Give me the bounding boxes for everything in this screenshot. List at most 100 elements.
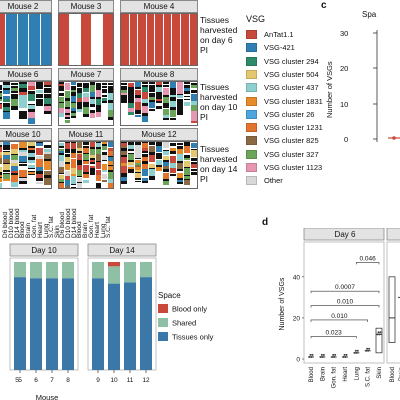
sample-column <box>142 82 148 125</box>
vsg-segment <box>156 98 162 102</box>
vsg-segment <box>3 150 11 153</box>
sample-column <box>65 142 71 188</box>
vsg-segment <box>59 101 65 104</box>
vsg-segment <box>0 177 3 179</box>
x-tick-label: 5 <box>18 377 22 384</box>
bar-segment <box>30 262 42 279</box>
vsg-segment <box>177 179 183 183</box>
sample-column <box>156 82 162 125</box>
vsg-segment <box>77 105 83 108</box>
vsg-segment <box>19 165 27 168</box>
vsg-segment <box>11 142 19 144</box>
vsg-segment <box>77 98 83 103</box>
vsg-segment <box>184 160 190 167</box>
vsg-segment <box>177 93 183 96</box>
vsg-segment <box>0 97 3 99</box>
vsg-segment <box>35 154 43 157</box>
vsg-segment <box>11 162 19 166</box>
vsg-segment <box>65 90 71 92</box>
sample-column <box>59 82 65 125</box>
vsg-segment <box>43 178 51 185</box>
x-tick-label: 5 <box>15 377 19 384</box>
vsg-segment <box>83 173 89 178</box>
vsg-segment <box>95 104 101 107</box>
vsg-segment <box>59 87 65 90</box>
y-tick-label: 40 <box>293 274 301 281</box>
vsg-segment <box>135 82 141 88</box>
vsg-segment <box>135 87 141 90</box>
vsg-segment <box>170 167 176 174</box>
vsg-segment <box>0 178 3 182</box>
vsg-segment <box>43 175 51 177</box>
vsg-segment <box>43 144 51 147</box>
vsg-segment <box>149 86 155 89</box>
vsg-segment <box>121 85 127 87</box>
mouse-strip: Mouse 10 <box>0 128 52 141</box>
x-tick-label: 7 <box>50 377 54 384</box>
vsg-segment <box>95 168 101 170</box>
vsg-segment <box>172 14 180 65</box>
data-point <box>322 353 325 356</box>
vsg-segment <box>101 150 107 152</box>
facet-label: Day 14 <box>109 246 135 255</box>
data-point <box>366 347 369 350</box>
vsg-segment <box>11 86 19 89</box>
vsg-segment <box>156 172 162 174</box>
panel-c-ytick: 30 <box>340 29 349 38</box>
sample-column <box>184 82 190 125</box>
vsg-segment <box>89 159 95 162</box>
vsg-segment <box>135 152 141 158</box>
vsg-segment <box>11 182 19 187</box>
vsg-segment <box>135 101 141 107</box>
vsg-segment <box>191 167 197 170</box>
category-label: Gon. fat <box>332 367 338 389</box>
vsg-segment <box>83 115 89 118</box>
vsg-segment <box>71 89 77 93</box>
vsg-segment <box>83 103 89 105</box>
vsg-segment <box>184 105 190 108</box>
vsg-segment <box>107 175 113 180</box>
vsg-segment <box>65 152 71 155</box>
x-tick-label: 8 <box>66 377 70 384</box>
vsg-segment <box>0 102 3 105</box>
vsg-segment <box>128 142 134 144</box>
data-point <box>353 351 356 354</box>
x-axis-title: Mouse <box>36 393 59 400</box>
vsg-segment <box>65 156 71 163</box>
sample-column <box>107 82 113 125</box>
vsg-segment <box>149 179 155 182</box>
vsg-segment <box>11 144 19 150</box>
vsg-segment <box>142 112 148 115</box>
vsg-segment <box>184 142 190 144</box>
vsg-segment <box>0 145 3 147</box>
vsg-segment <box>77 177 83 179</box>
sample-column <box>101 142 107 188</box>
vsg-segment <box>191 93 197 95</box>
data-point <box>311 353 314 356</box>
vsg-segment <box>107 93 113 100</box>
vsg-segment <box>43 160 51 164</box>
vsg-segment <box>89 91 95 97</box>
vsg-segment <box>142 99 148 103</box>
vsg-segment <box>170 154 176 156</box>
vsg-segment <box>83 91 89 94</box>
category-label: Blood <box>309 367 315 382</box>
sample-column <box>19 82 27 125</box>
sample-column <box>95 82 101 125</box>
vsg-segment <box>177 143 183 145</box>
vsg-segment <box>43 97 51 104</box>
legend-swatch <box>246 96 257 106</box>
vsg-segment <box>11 88 19 91</box>
vsg-segment <box>156 97 162 99</box>
vsg-segment <box>27 147 35 151</box>
vsg-segment <box>83 143 89 145</box>
vsg-segment <box>156 166 162 171</box>
vsg-segment <box>71 173 77 177</box>
vsg-segment <box>177 111 183 114</box>
mouse-panel <box>58 81 114 126</box>
vsg-segment <box>83 86 89 89</box>
legend-swatch <box>246 56 257 66</box>
vsg-segment <box>149 146 155 153</box>
vsg-segment <box>142 181 148 183</box>
vsg-segment <box>83 142 89 144</box>
